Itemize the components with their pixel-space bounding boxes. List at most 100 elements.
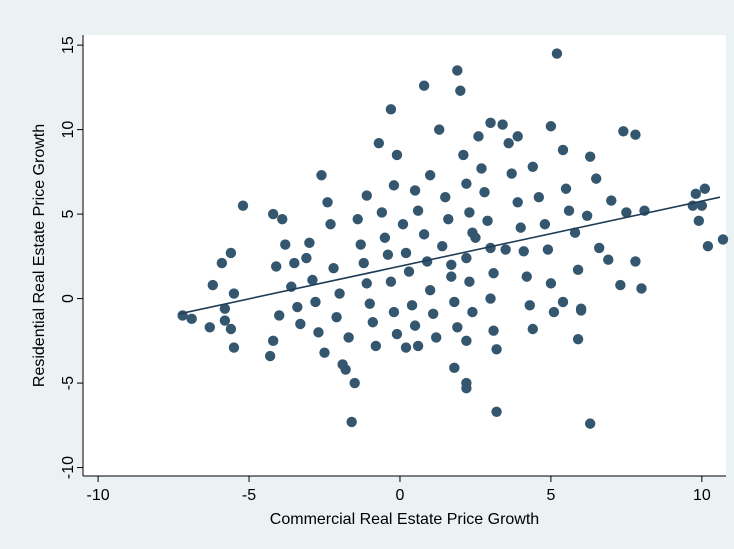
axes: -10 -5 0 5 10 -10 -5 0 5 10 15 (60, 35, 726, 504)
data-point (482, 215, 493, 227)
data-point (500, 244, 511, 255)
data-point (603, 254, 614, 265)
data-point (539, 219, 551, 230)
data-point (397, 219, 409, 230)
data-point (473, 131, 484, 142)
x-tick-label: 0 (396, 487, 405, 504)
data-point (349, 377, 360, 389)
data-point (449, 296, 460, 308)
data-point (491, 406, 502, 417)
data-point (225, 247, 237, 259)
data-point (690, 188, 702, 200)
data-point (388, 180, 400, 191)
data-point (485, 117, 496, 129)
y-tick-label: 10 (60, 121, 77, 139)
data-point (485, 293, 496, 304)
data-point (418, 229, 430, 240)
data-point (479, 186, 490, 198)
data-point (406, 300, 418, 311)
data-point (412, 340, 424, 352)
data-point (264, 350, 276, 362)
data-point (618, 126, 629, 137)
data-point (548, 306, 560, 318)
data-point (352, 213, 363, 225)
data-point (310, 296, 321, 308)
x-tick-label: -10 (87, 487, 110, 504)
data-point (361, 278, 372, 289)
data-point (512, 197, 523, 208)
data-point (557, 144, 569, 156)
data-point (334, 288, 345, 299)
data-point (204, 322, 215, 333)
data-point (621, 207, 632, 218)
data-point (461, 335, 472, 347)
data-point (427, 308, 439, 319)
data-point (421, 256, 433, 267)
data-point (364, 298, 375, 309)
data-point (594, 242, 605, 254)
data-point (503, 137, 514, 149)
data-point (446, 271, 457, 282)
fit-line (179, 196, 721, 315)
data-point (615, 279, 626, 291)
x-tick-label: -5 (242, 487, 256, 504)
data-point (301, 252, 312, 264)
data-point (452, 65, 463, 76)
data-point (271, 261, 282, 272)
data-point (304, 237, 315, 249)
data-point (521, 271, 532, 282)
data-point (322, 197, 333, 208)
data-point (630, 129, 641, 140)
data-point (606, 195, 617, 206)
data-point (361, 190, 372, 201)
data-point (533, 192, 545, 203)
data-point (584, 418, 596, 429)
data-point (331, 311, 342, 323)
data-point (506, 168, 517, 179)
data-point (424, 170, 436, 181)
data-point (572, 333, 584, 345)
data-point (524, 300, 535, 311)
data-point (313, 327, 324, 338)
data-point (424, 284, 436, 296)
data-point (545, 121, 557, 132)
data-point (512, 131, 523, 142)
data-point (464, 207, 475, 218)
data-point (216, 257, 228, 269)
data-point (403, 266, 415, 277)
data-point (630, 256, 641, 267)
data-point (572, 264, 584, 276)
data-point (325, 219, 336, 230)
data-point (289, 257, 300, 269)
data-point (488, 325, 499, 336)
data-point (316, 170, 327, 181)
data-point (391, 149, 403, 161)
data-point (358, 257, 369, 269)
data-point (470, 232, 481, 243)
y-axis-label: Residential Real Estate Price Growth (31, 124, 48, 387)
data-point (696, 200, 708, 211)
data-point (452, 322, 463, 333)
data-point (409, 185, 421, 196)
data-point (584, 151, 596, 162)
data-point (340, 364, 351, 375)
data-point (409, 320, 421, 331)
data-point (527, 323, 538, 335)
data-point (280, 239, 291, 250)
data-point (295, 318, 306, 330)
data-point (476, 163, 487, 174)
data-point (400, 342, 412, 353)
data-point (228, 288, 240, 299)
y-tick-label: -10 (60, 456, 77, 479)
data-point (702, 241, 714, 252)
data-point (545, 278, 557, 289)
data-point (717, 234, 729, 245)
data-point (446, 259, 457, 270)
data-point (464, 276, 475, 287)
data-point (277, 213, 288, 225)
data-point (515, 222, 526, 233)
data-point (412, 205, 424, 216)
data-point (382, 249, 394, 260)
data-point (219, 303, 231, 314)
